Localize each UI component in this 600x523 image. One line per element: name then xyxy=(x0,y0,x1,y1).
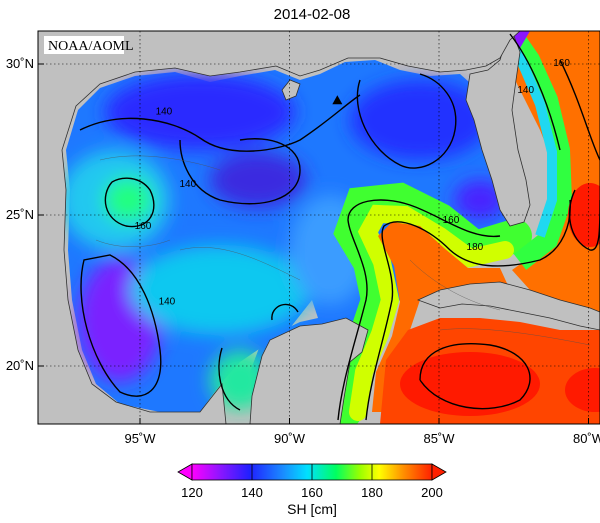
cuba-island xyxy=(416,281,600,331)
northern-coast-landmass xyxy=(38,31,521,424)
map-frame xyxy=(37,30,600,425)
colorbar-tick-label: 180 xyxy=(361,485,383,500)
colorbar-tick-label: 200 xyxy=(421,485,443,500)
contour-140-north xyxy=(79,94,361,152)
colorbar-tick-label: 160 xyxy=(301,485,323,500)
lon-tick-label: 85˚W xyxy=(423,431,455,446)
contour-140-central xyxy=(179,138,301,205)
contour-value-label: 160 xyxy=(443,215,460,226)
map-panel: 140 140 140 160 160 160 180 140 xyxy=(38,31,600,424)
lon-tick-label: 95˚W xyxy=(124,431,156,446)
contour-value-label: 140 xyxy=(179,179,196,190)
atlantic-water xyxy=(505,31,600,320)
blob-central-blue xyxy=(210,152,306,208)
colorbar-under-arrow xyxy=(177,463,193,481)
station-triangle-marker xyxy=(332,95,343,105)
colorbar-tick-label: 140 xyxy=(241,485,263,500)
blob-north-blue xyxy=(105,74,295,150)
gulf-sea-height-field xyxy=(60,60,532,424)
contour-value-label: 160 xyxy=(553,58,570,69)
colorbar-tick-label: 120 xyxy=(181,485,203,500)
yucatan-peninsula xyxy=(249,317,369,424)
caribbean-red-eddy xyxy=(400,352,540,416)
thin-contour-1 xyxy=(99,155,221,171)
thin-contour-4 xyxy=(409,259,501,311)
loop-current-core xyxy=(372,222,510,412)
colorbar-ticks: 120 140 160 180 200 xyxy=(181,464,443,500)
lat-tick-label: 30˚N xyxy=(6,56,34,71)
contour-lines xyxy=(79,33,600,421)
contour-value-label: 140 xyxy=(156,106,173,117)
contour-label-layer: 140 140 140 160 160 160 180 140 xyxy=(135,58,571,308)
contour-value-label: 140 xyxy=(517,85,534,96)
atlantic-red-eddy xyxy=(568,183,600,247)
loop-current-yellow xyxy=(349,204,514,421)
thin-contours xyxy=(95,155,591,346)
caribbean-red-eddy-east xyxy=(565,368,600,412)
contour-160-atlantic xyxy=(509,33,561,151)
blob-florida-purple xyxy=(454,180,506,220)
contour-value-label: 140 xyxy=(159,297,176,308)
contour-160-ring xyxy=(104,177,155,228)
colorbar-unit-label: SH [cm] xyxy=(287,501,337,517)
contour-180-loop xyxy=(365,199,571,421)
contour-140-bay xyxy=(218,347,241,411)
contour-180-atlantic xyxy=(559,59,600,161)
caribbean-sea-height-field xyxy=(380,31,600,424)
blob-east-blue xyxy=(350,80,490,160)
credit-label: NOAA/AOML xyxy=(48,39,134,54)
mississippi-delta xyxy=(281,79,301,101)
contour-value-label: 160 xyxy=(135,221,152,232)
blob-south-cyan xyxy=(130,245,310,335)
contour-200-caribbean xyxy=(419,343,531,410)
contour-value-label: 180 xyxy=(467,242,484,253)
lat-tick-label: 25˚N xyxy=(6,207,34,222)
thin-contour-3 xyxy=(95,239,171,247)
credit-box: NOAA/AOML xyxy=(44,36,134,54)
thin-contour-2 xyxy=(179,247,301,281)
lat-tick-label: 20˚N xyxy=(6,358,34,373)
colorbar: 120 140 160 180 200 SH [cm] xyxy=(177,463,447,517)
contour-140-east xyxy=(356,73,457,169)
map-title: 2014-02-08 xyxy=(274,6,351,23)
contour-160-loop xyxy=(337,199,501,421)
colorbar-over-arrow xyxy=(431,463,447,481)
field-blobs xyxy=(60,74,506,410)
lon-tick-label: 90˚W xyxy=(274,431,306,446)
contour-140-mid xyxy=(271,303,299,321)
land-masses xyxy=(38,31,600,424)
axis-ticks: 30˚N 25˚N 20˚N 95˚W 90˚W 85˚W 80˚W xyxy=(6,56,600,446)
credit-box-background xyxy=(44,36,124,54)
lat-lon-gridlines xyxy=(38,31,600,424)
contour-140-southwest xyxy=(80,254,162,397)
lon-tick-label: 80˚W xyxy=(573,431,600,446)
thin-contour-5 xyxy=(439,328,591,346)
